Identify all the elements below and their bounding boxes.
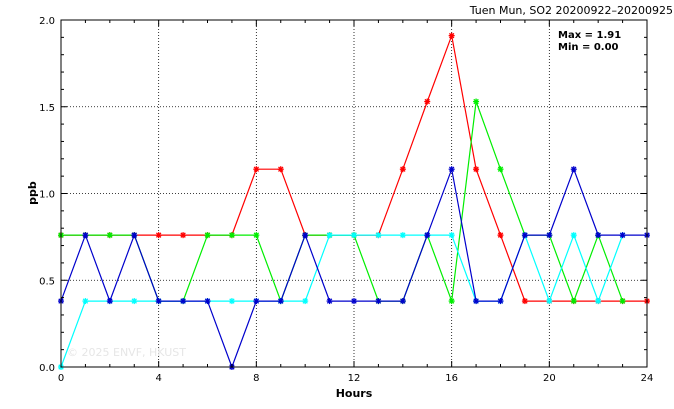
data-point (253, 298, 260, 305)
data-point (448, 298, 455, 305)
series-4 (58, 166, 650, 370)
data-point (277, 166, 284, 173)
data-point (204, 298, 211, 305)
data-point (473, 298, 480, 305)
data-point (326, 298, 333, 305)
y-tick-label: 0.0 (39, 363, 55, 374)
x-tick-label: 20 (543, 373, 556, 384)
data-point (155, 232, 162, 239)
data-point (399, 166, 406, 173)
data-point (228, 298, 235, 305)
data-point (497, 232, 504, 239)
data-point (375, 298, 382, 305)
data-point (326, 232, 333, 239)
data-point (570, 298, 577, 305)
min-annotation: Min = 0.00 (558, 42, 619, 53)
data-point (424, 232, 431, 239)
grid (61, 20, 647, 367)
data-point (180, 298, 187, 305)
y-ticks: 0.0 0.5 1.0 1.5 2.0 (39, 16, 647, 374)
x-tick-label: 8 (253, 373, 259, 384)
data-point (619, 232, 626, 239)
data-point (546, 298, 553, 305)
series-group (58, 32, 650, 370)
data-point (595, 232, 602, 239)
data-point (351, 298, 357, 305)
data-point (155, 298, 162, 305)
data-point (351, 232, 357, 239)
x-tick-label: 4 (155, 373, 161, 384)
series-line (60, 233, 624, 368)
x-ticks: 0 4 8 12 16 20 24 (58, 20, 654, 384)
data-point (180, 232, 187, 239)
data-point (399, 232, 406, 239)
data-point (399, 298, 406, 305)
y-tick-label: 0.5 (39, 276, 55, 287)
data-point (253, 232, 260, 239)
data-point (204, 232, 211, 239)
data-point (302, 298, 309, 305)
data-point (619, 298, 626, 305)
data-point (228, 232, 235, 239)
data-point (448, 32, 455, 39)
data-point (521, 232, 528, 239)
x-tick-label: 0 (58, 373, 64, 384)
data-point (448, 232, 455, 239)
data-point (570, 232, 577, 239)
data-point (424, 98, 431, 105)
data-point (131, 232, 138, 239)
data-point (546, 232, 553, 239)
data-point (106, 232, 113, 239)
y-axis-label: ppb (26, 181, 39, 205)
data-point (106, 298, 113, 305)
data-point (277, 298, 284, 305)
y-tick-label: 1.5 (39, 103, 55, 114)
data-point (473, 166, 480, 173)
data-point (82, 232, 89, 239)
x-axis-label: Hours (336, 387, 373, 400)
data-point (595, 298, 602, 305)
x-tick-label: 12 (348, 373, 361, 384)
data-point (570, 166, 577, 173)
data-point (375, 232, 382, 239)
watermark: © 2025 ENVF, HKUST (67, 346, 186, 359)
data-point (473, 98, 480, 105)
data-point (131, 298, 138, 305)
y-tick-label: 1.0 (39, 190, 55, 201)
data-point (497, 166, 504, 173)
data-point (253, 166, 260, 173)
data-point (82, 298, 89, 305)
data-point (521, 298, 528, 305)
data-point (448, 166, 455, 173)
y-tick-label: 2.0 (39, 16, 55, 27)
data-point (302, 232, 309, 239)
chart-title: Tuen Mun, SO2 20200922–20200925 (469, 4, 673, 17)
max-annotation: Max = 1.91 (558, 30, 621, 41)
data-point (497, 298, 504, 305)
x-tick-label: 16 (445, 373, 458, 384)
x-tick-label: 24 (641, 373, 654, 384)
